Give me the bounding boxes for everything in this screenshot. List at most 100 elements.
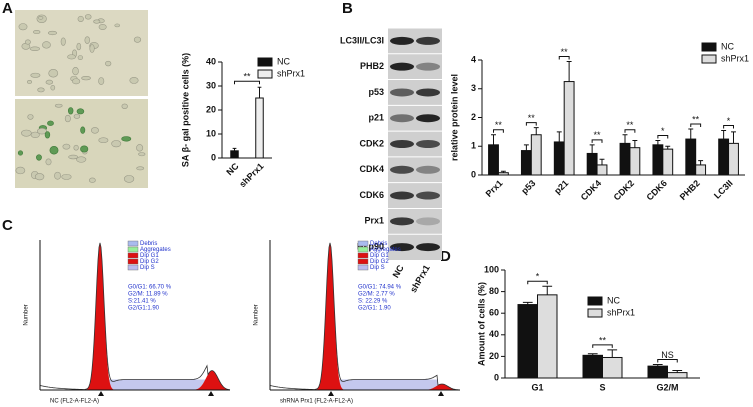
cell: [26, 79, 33, 84]
legend-swatch: [701, 42, 717, 52]
error-bar: [566, 60, 572, 82]
flow-stat: G2/M: 11.89 %: [128, 292, 168, 298]
cell: [36, 127, 47, 135]
cell: [98, 23, 107, 31]
cell: [42, 41, 51, 49]
significance-bracket: [493, 129, 504, 133]
cell: [76, 42, 82, 51]
error-bar: [721, 129, 727, 140]
x-tick-label: CDK6: [644, 178, 668, 202]
blot-row-label: LC3II/LC3I: [340, 35, 384, 45]
flow-legend-swatch: [357, 246, 369, 253]
legend-swatch: [587, 308, 603, 318]
flow-legend-swatch: [357, 264, 369, 271]
x-tick-label: CDK4: [579, 178, 603, 202]
micrograph: [15, 10, 148, 96]
y-tick-label: 20: [206, 104, 216, 114]
cell: [121, 103, 128, 109]
cell: [84, 14, 92, 20]
cell: [89, 44, 95, 53]
blot-band: [416, 140, 440, 148]
x-tick-label: p21: [552, 178, 570, 196]
cell: [72, 67, 79, 76]
flow-legend-swatch: [127, 246, 139, 253]
x-tick-label: G1: [531, 382, 543, 392]
cell: [72, 78, 81, 85]
blot-band: [390, 36, 414, 45]
legend-label: NC: [721, 41, 734, 51]
y-tick-label: 10: [206, 128, 216, 138]
error-bar: [491, 134, 496, 145]
significance-label: **: [599, 335, 607, 345]
y-tick-label: 2: [471, 112, 476, 122]
cell: [98, 137, 109, 144]
flow-stat: G0/G1: 66.70 %: [128, 285, 172, 291]
cell: [68, 154, 79, 160]
panel-label: A: [2, 0, 13, 17]
cell: [114, 23, 121, 28]
error-bar: [542, 285, 553, 295]
flow-stat: G0/G1: 74.94 %: [358, 285, 402, 291]
histogram-outline: [269, 242, 460, 391]
significance-bracket: [525, 122, 537, 126]
error-bar: [232, 147, 237, 151]
cell: [50, 84, 56, 91]
x-tick-label: LC3II: [712, 178, 735, 201]
cell: [73, 113, 81, 119]
blot-row-label: p53: [368, 87, 384, 97]
significance-label: *: [536, 272, 540, 282]
flow-y-label: Number: [24, 304, 30, 325]
significance-bracket: [527, 280, 548, 285]
significance-label: **: [561, 47, 569, 57]
panel-label: D: [440, 248, 451, 265]
cell: [15, 166, 26, 175]
x-tick-label: shPrx1: [237, 161, 265, 189]
cell: [24, 39, 31, 45]
y-tick-label: 0: [211, 152, 216, 162]
flow-legend-label: Dip G2: [370, 259, 389, 265]
flow-stat: G2/G1:1.90: [128, 306, 160, 312]
error-bar: [589, 144, 595, 154]
x-tick-label: p53: [519, 178, 537, 196]
flow-legend-swatch: [357, 258, 369, 265]
y-tick-label: 0: [471, 169, 476, 179]
error-bar: [652, 364, 663, 367]
error-bar: [632, 140, 638, 148]
dip-g2-area: [420, 384, 460, 390]
legend-swatch: [587, 296, 603, 306]
significance-label: **: [528, 113, 536, 123]
flow-legend-label: Aggregates: [140, 247, 171, 253]
flow-legend-label: Dip G1: [370, 253, 389, 259]
flow-legend-swatch: [357, 240, 369, 247]
dip-g2-area: [190, 370, 230, 390]
cell: [98, 77, 105, 85]
cell: [27, 114, 34, 120]
cell: [136, 144, 144, 152]
blot-band: [390, 165, 414, 174]
blot-band: [416, 114, 440, 123]
blot-row-label: CDK6: [359, 190, 384, 200]
bar: [530, 134, 542, 176]
y-tick-label: 20: [489, 351, 499, 361]
cell: [36, 154, 42, 161]
panel-label: B: [342, 0, 353, 17]
flow-legend-swatch: [127, 240, 139, 247]
cell: [54, 103, 63, 108]
error-bar: [257, 86, 262, 98]
flow-legend-label: Dip S: [140, 265, 155, 271]
error-bar: [556, 131, 562, 142]
bar: [255, 97, 264, 159]
significance-label: NS: [661, 350, 674, 360]
error-bar: [665, 145, 671, 150]
y-axis-label: SA β- gal positive cells (%): [180, 53, 190, 167]
cell: [47, 120, 54, 126]
y-tick-label: 0: [494, 372, 499, 382]
flow-legend-label: Debris: [140, 241, 157, 247]
x-tick-label: G2/M: [656, 382, 678, 392]
bar: [517, 304, 538, 379]
flow-legend-label: Dip S: [370, 265, 385, 271]
significance-bracket: [234, 80, 260, 85]
legend-label: shPrx1: [277, 68, 305, 78]
bar: [563, 81, 575, 176]
